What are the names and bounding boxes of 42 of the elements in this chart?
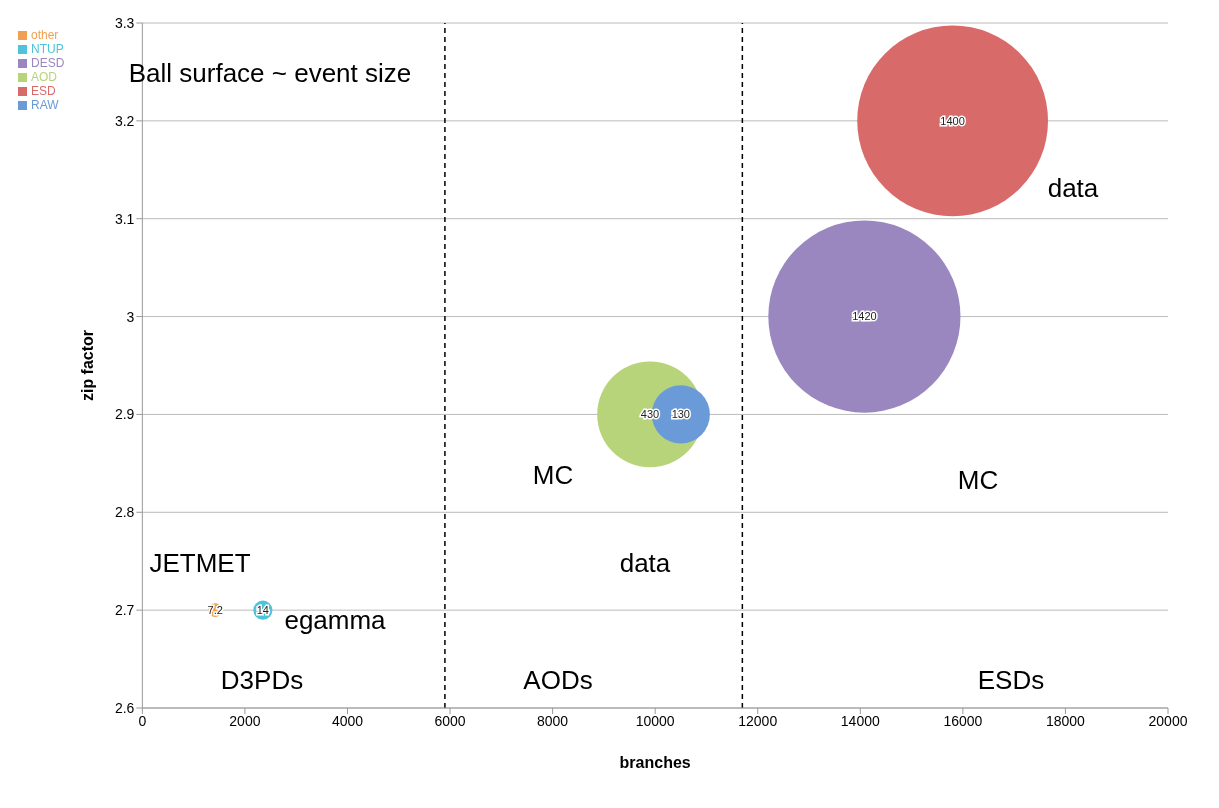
annotation: egamma <box>284 604 386 636</box>
annotation: MC <box>957 464 999 496</box>
legend-label: NTUP <box>31 42 64 56</box>
y-tick-label: 3.3 <box>114 14 135 31</box>
x-axis-title: branches <box>619 754 691 771</box>
data-label: 1400 <box>940 114 965 127</box>
x-tick-label: 10000 <box>635 712 675 729</box>
x-tick-label: 2000 <box>229 712 261 729</box>
legend-label: other <box>31 28 59 42</box>
annotation: ESDs <box>977 664 1045 696</box>
x-tick-label: 20000 <box>1148 712 1188 729</box>
legend-label: DESD <box>31 56 65 70</box>
x-tick-label: 6000 <box>434 712 466 729</box>
y-tick-label: 2.6 <box>114 699 135 716</box>
y-tick-label: 2.9 <box>114 406 135 423</box>
x-tick-label: 0 <box>138 712 147 729</box>
annotation: data <box>1047 172 1099 204</box>
y-tick-label: 2.7 <box>114 602 135 619</box>
annotation: Ball surface ~ event size <box>128 57 412 89</box>
y-tick-label: 2.8 <box>114 504 135 521</box>
x-tick-label: 8000 <box>537 712 569 729</box>
legend-label: ESD <box>31 84 56 98</box>
y-tick-label: 3 <box>126 308 135 325</box>
data-label: 130 <box>671 408 690 421</box>
legend-label: AOD <box>31 70 58 84</box>
annotation: JETMET <box>149 547 251 579</box>
data-label: 14 <box>256 604 269 617</box>
annotation: data <box>619 547 671 579</box>
x-tick-label: 16000 <box>943 712 983 729</box>
x-tick-label: 12000 <box>738 712 778 729</box>
annotation: AODs <box>523 664 593 696</box>
data-label: 430 <box>640 408 660 421</box>
y-tick-label: 3.1 <box>114 210 135 227</box>
y-axis-title: zip factor <box>79 329 97 402</box>
x-tick-label: 18000 <box>1045 712 1086 729</box>
x-tick-label: 14000 <box>840 712 880 729</box>
data-label: 1420 <box>852 310 877 323</box>
annotation: D3PDs <box>220 664 304 696</box>
legend-label: RAW <box>31 98 59 112</box>
y-tick-label: 3.2 <box>114 112 135 129</box>
x-tick-label: 4000 <box>331 712 364 729</box>
annotation: MC <box>532 459 574 491</box>
